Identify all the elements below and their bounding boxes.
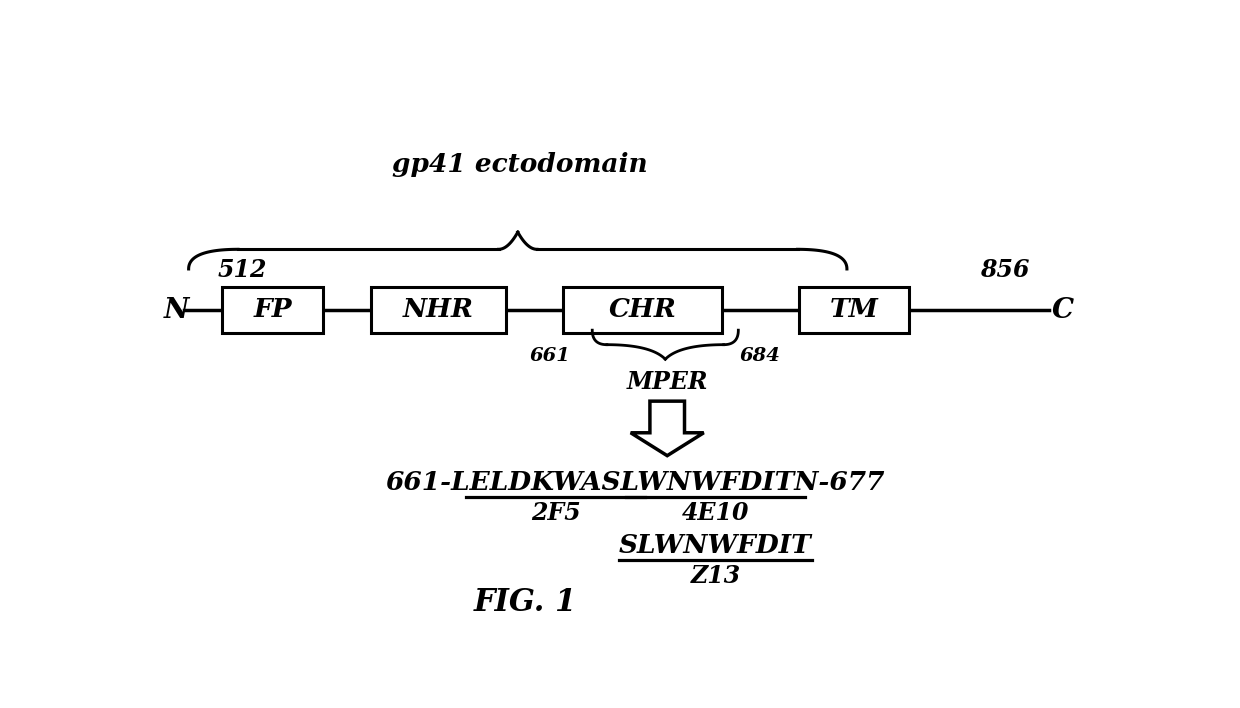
Text: 512: 512 bbox=[217, 258, 267, 282]
Text: SLWNWFDIT: SLWNWFDIT bbox=[619, 533, 812, 558]
Text: 661: 661 bbox=[529, 347, 570, 365]
Text: 661-LELDKWASLWNWFDITN-677: 661-LELDKWASLWNWFDITN-677 bbox=[386, 470, 885, 496]
Text: gp41 ectodomain: gp41 ectodomain bbox=[392, 152, 649, 176]
Text: 856: 856 bbox=[980, 258, 1029, 282]
Text: 2F5: 2F5 bbox=[531, 501, 580, 525]
Text: 661-LELDKWASLWNWFDITN-677: 661-LELDKWASLWNWFDITN-677 bbox=[386, 470, 885, 496]
FancyBboxPatch shape bbox=[371, 287, 506, 333]
Text: MPER: MPER bbox=[626, 370, 708, 394]
Text: C: C bbox=[1052, 297, 1074, 324]
FancyBboxPatch shape bbox=[222, 287, 324, 333]
Text: FP: FP bbox=[253, 297, 293, 322]
Text: 684: 684 bbox=[739, 347, 780, 365]
Polygon shape bbox=[631, 401, 704, 456]
Text: SLWNWFDIT: SLWNWFDIT bbox=[619, 533, 812, 558]
Text: Z13: Z13 bbox=[691, 564, 740, 588]
FancyBboxPatch shape bbox=[799, 287, 909, 333]
Text: N: N bbox=[164, 297, 188, 324]
FancyBboxPatch shape bbox=[563, 287, 722, 333]
Text: FIG. 1: FIG. 1 bbox=[474, 588, 577, 618]
Text: NHR: NHR bbox=[403, 297, 474, 322]
Text: 4E10: 4E10 bbox=[682, 501, 749, 525]
Text: TM: TM bbox=[830, 297, 879, 322]
Text: CHR: CHR bbox=[609, 297, 677, 322]
